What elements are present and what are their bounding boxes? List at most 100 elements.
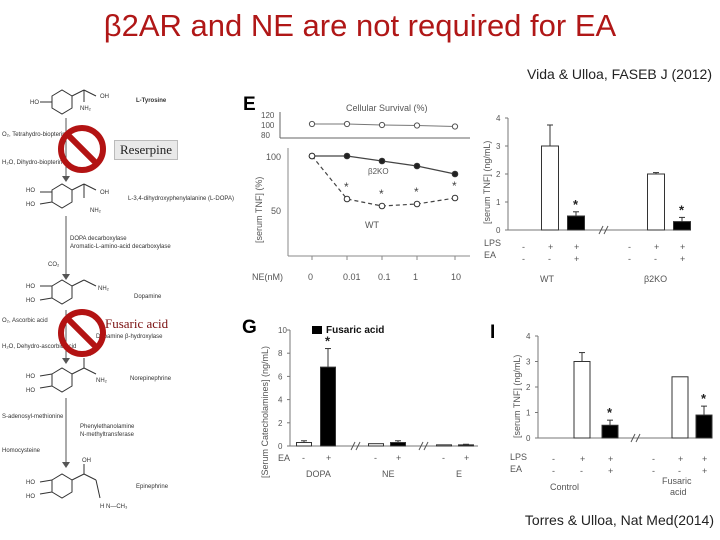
bar-ytick: 3 (496, 142, 501, 151)
g-legend: Fusaric acid (326, 325, 384, 336)
svg-text:HO: HO (26, 202, 35, 208)
inset-survival-point (451, 123, 459, 130)
co2-label: CO₂ (48, 262, 60, 268)
tyrosine-structure (40, 89, 97, 115)
axis-break (423, 441, 429, 451)
ea-sign: + (680, 254, 685, 264)
pnmt-label-1: Phenylethanolamine (80, 424, 135, 430)
l-dopa-label: L-3,4-dihydroxyphenylalanine (L-DOPA) (128, 196, 234, 202)
f-row1-label: LPS (484, 238, 501, 248)
e-series-point-1 (378, 202, 386, 210)
svg-text:NH₂: NH₂ (98, 286, 110, 292)
cofactor-3: O₂, Ascorbic acid (2, 318, 48, 324)
significance-star: * (325, 334, 331, 349)
e-series-point-1 (451, 194, 459, 202)
pathway-svg: HO NH₂ OH L-Tyrosine O₂, Tetrahydro-biopte… (2, 89, 234, 510)
norepinephrine-structure (39, 358, 97, 393)
e-significance-star: * (452, 179, 457, 193)
bar (296, 442, 312, 447)
dopamine-structure (39, 279, 97, 305)
l-tyrosine-label: L-Tyrosine (136, 98, 167, 104)
bar (368, 443, 384, 447)
inset-tick: 120 (261, 111, 275, 120)
lps-sign: - (522, 242, 525, 252)
bar-ytick: 4 (496, 114, 501, 123)
ea-sign: - (580, 466, 583, 476)
l-dopa-structure (39, 183, 97, 209)
homocysteine-label: Homocysteine (2, 448, 41, 454)
g-ea-label: EA (278, 453, 290, 463)
lps-sign: + (702, 454, 707, 464)
epinephrine-label: Epinephrine (136, 484, 169, 490)
panel-i-svg: [serum TNF] (ng/mL) LPS EA Control Fusar… (510, 332, 713, 497)
panel-g-svg: [Serum Catecholamines] (ng/mL) Fusaric a… (260, 325, 478, 479)
e-label-wt: WT (365, 220, 379, 230)
bar-ytick: 10 (278, 326, 287, 335)
axis-break (630, 433, 636, 443)
f-ylabel: [serum TNF] (ng/mL) (482, 141, 492, 224)
i-row1-label: LPS (510, 452, 527, 462)
panel-e-chart: Cellular Survival (%) 120 100 80 100 50 … (250, 98, 480, 294)
bar-ytick: 0 (526, 434, 531, 443)
svg-text:H N—CH₃: H N—CH₃ (100, 504, 128, 510)
ea-sign: + (326, 453, 331, 463)
e-xlabel: NE(nM) (252, 272, 283, 282)
svg-text:HO: HO (26, 494, 35, 500)
bar-ytick: 2 (496, 170, 501, 179)
e-ytick: 100 (266, 152, 281, 162)
significance-star: * (701, 391, 707, 406)
bar-ytick: 6 (278, 372, 283, 381)
panel-f-chart: [serum TNF] (ng/mL) LPS EA WT β2KO 0 1 2 3 4… (478, 104, 698, 294)
bar-ytick: 4 (526, 332, 531, 341)
citation-top: Vida & Ulloa, FASEB J (2012) (527, 66, 712, 82)
ea-sign: - (654, 254, 657, 264)
e-xtick: 1 (413, 272, 418, 282)
i-group1: Control (550, 482, 579, 492)
f-group2: β2KO (644, 274, 667, 284)
i-row2-label: EA (510, 464, 522, 474)
axis-break (350, 441, 356, 451)
e-series-point-1 (343, 195, 351, 203)
bar (390, 442, 406, 447)
citation-bottom: Torres & Ulloa, Nat Med(2014) (524, 512, 714, 528)
ea-sign: - (628, 254, 631, 264)
axis-break (598, 225, 604, 235)
aromatic-decarboxylase-label: Aromatic-L-amino-acid decarboxylase (70, 244, 171, 250)
inset-tick: 100 (261, 121, 275, 130)
norepinephrine-label: Norepinephrine (130, 376, 172, 382)
epinephrine-structure (39, 464, 101, 499)
e-ylabel: [serum TNF] (%) (254, 177, 264, 243)
bar-ytick: 1 (526, 409, 531, 418)
lps-sign: + (574, 242, 579, 252)
bar (320, 366, 336, 447)
bar (541, 145, 559, 231)
svg-text:HO: HO (26, 188, 35, 194)
bar-ytick: 1 (496, 198, 501, 207)
catecholamine-pathway: HO NH₂ OH L-Tyrosine O₂, Tetrahydro-biopte… (0, 88, 240, 528)
significance-star: * (679, 202, 685, 217)
ea-sign: + (464, 453, 469, 463)
fusaric-acid-label: Fusaric acid (105, 316, 169, 331)
svg-text:HO: HO (26, 284, 35, 290)
lps-sign: + (654, 242, 659, 252)
panel-e-letter: E (243, 94, 256, 115)
e-ytick: 50 (271, 206, 281, 216)
f-row2-label: EA (484, 250, 496, 260)
svg-text:NH₂: NH₂ (80, 106, 92, 112)
svg-text:HO: HO (26, 298, 35, 304)
e-significance-star: * (344, 180, 349, 194)
e-xtick: 0.1 (378, 272, 391, 282)
e-series-point-0 (451, 170, 459, 178)
e-xtick: 0.01 (343, 272, 361, 282)
lps-sign: + (548, 242, 553, 252)
bar (436, 444, 452, 447)
ea-sign: + (396, 453, 401, 463)
i-group2b: acid (670, 487, 687, 497)
ea-sign: - (548, 254, 551, 264)
svg-text:OH: OH (100, 94, 109, 100)
inset-survival-point (308, 120, 316, 128)
e-xtick: 10 (451, 272, 461, 282)
e-series-point-1 (308, 152, 316, 160)
svg-text:HO: HO (26, 374, 35, 380)
svg-text:OH: OH (100, 190, 109, 196)
